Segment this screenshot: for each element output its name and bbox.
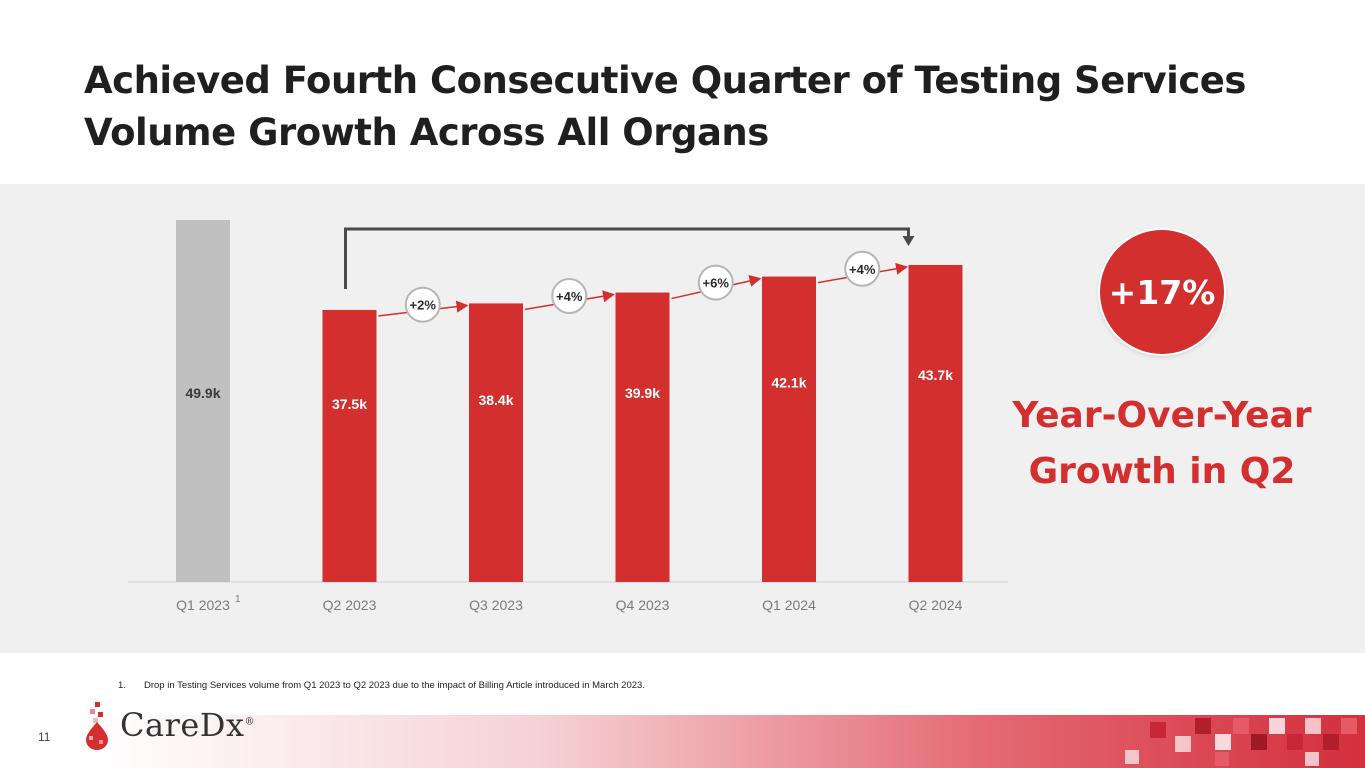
growth-bubble bbox=[551, 277, 588, 314]
growth-label: +2% bbox=[410, 298, 437, 313]
bar-value-label: 37.5k bbox=[332, 396, 367, 412]
page-title-line-1: Achieved Fourth Consecutive Quarter of T… bbox=[84, 59, 1246, 102]
growth-bubble bbox=[404, 286, 441, 323]
page-number: 11 bbox=[38, 730, 51, 744]
bar-q1-2024 bbox=[762, 276, 816, 582]
yoy-growth-bubble: +17% bbox=[1100, 230, 1224, 354]
yoy-caption-line-1: Year-Over-Year bbox=[1012, 395, 1312, 436]
page-title-line-2: Volume Growth Across All Organs bbox=[84, 111, 769, 154]
bar-q3-2023 bbox=[469, 303, 523, 582]
growth-label: +4% bbox=[556, 289, 583, 304]
x-tick-label: Q1 2023 bbox=[176, 597, 230, 613]
caredx-logo: CareDx® bbox=[84, 700, 255, 750]
bar-value-label: 38.4k bbox=[478, 392, 513, 408]
logo-mark-icon bbox=[86, 702, 108, 750]
growth-bubble bbox=[844, 250, 881, 287]
footnote-number: 1. bbox=[118, 680, 126, 691]
volume-bar-chart: 49.9k Q1 2023 1 37.5k Q2 2023 38.4k Q3 2023 39.… bbox=[128, 220, 1008, 613]
bar-value-label: 43.7k bbox=[918, 367, 953, 383]
bar-q4-2023 bbox=[615, 292, 670, 582]
footnote-text: Drop in Testing Services volume from Q1 … bbox=[144, 680, 645, 691]
bar-value-label: 49.9k bbox=[185, 385, 220, 401]
x-tick-label: Q1 2024 bbox=[762, 597, 816, 613]
logo-text: CareDx® bbox=[120, 706, 255, 744]
footnote: 1. Drop in Testing Services volume from Q… bbox=[118, 680, 645, 691]
growth-label: +4% bbox=[849, 262, 876, 277]
growth-label: +6% bbox=[703, 276, 730, 291]
logo-name: CareDx bbox=[120, 706, 245, 744]
yoy-bracket-line bbox=[344, 227, 910, 289]
x-tick-label: Q2 2023 bbox=[323, 597, 377, 613]
yoy-growth-value: +17% bbox=[1108, 272, 1216, 312]
page-title: Achieved Fourth Consecutive Quarter of T… bbox=[84, 55, 1246, 159]
bar-q1-2023 bbox=[176, 220, 230, 582]
yoy-caption: Year-Over-Year Growth in Q2 bbox=[1010, 388, 1314, 500]
x-tick-label: Q3 2023 bbox=[469, 597, 523, 613]
x-tick-label: Q2 2024 bbox=[909, 597, 963, 613]
growth-bubble bbox=[697, 264, 734, 301]
x-tick-superscript: 1 bbox=[235, 594, 241, 605]
bar-q2-2024 bbox=[908, 264, 963, 582]
bar-value-label: 39.9k bbox=[625, 385, 660, 401]
footer-pixel-pattern bbox=[1125, 718, 1357, 766]
bar-q2-2023 bbox=[322, 309, 377, 582]
x-tick-label: Q4 2023 bbox=[616, 597, 670, 613]
yoy-bracket-arrowhead bbox=[902, 236, 915, 246]
logo-registered-mark: ® bbox=[244, 716, 255, 728]
yoy-caption-line-2: Growth in Q2 bbox=[1028, 451, 1296, 492]
bar-value-label: 42.1k bbox=[771, 374, 806, 390]
